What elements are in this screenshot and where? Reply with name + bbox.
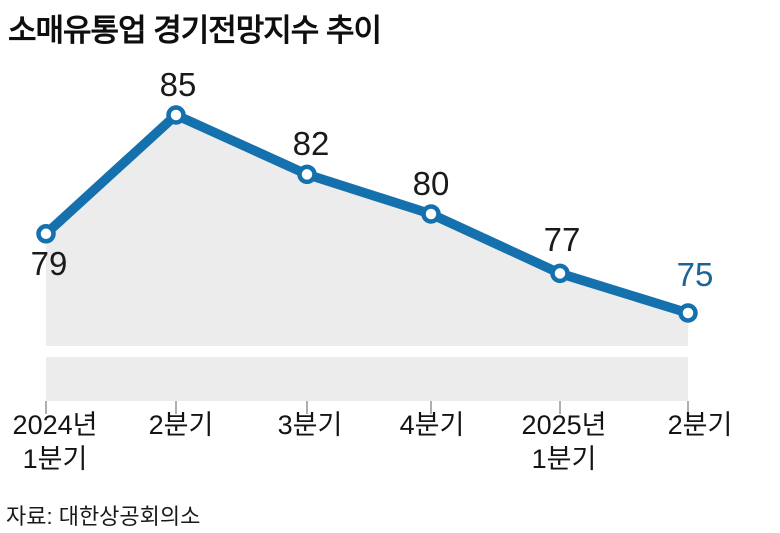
source-note: 자료: 대한상공회의소 <box>6 504 201 529</box>
trend-line <box>41 110 693 318</box>
value-label: 77 <box>543 221 581 258</box>
data-point-marker <box>421 204 441 224</box>
value-label: 75 <box>676 256 714 293</box>
data-point-marker <box>297 164 317 185</box>
value-label: 85 <box>159 66 197 103</box>
x-axis-label: 2분기 <box>148 410 214 440</box>
data-point-marker <box>36 224 56 244</box>
area-fill <box>46 115 688 346</box>
x-axis-label: 4분기 <box>399 410 465 440</box>
value-label: 79 <box>30 245 68 282</box>
value-label: 82 <box>292 125 330 162</box>
data-point-marker <box>166 105 186 125</box>
x-axis-label: 3분기 <box>277 410 343 440</box>
x-axis-label: 2025년 1분기 <box>521 410 607 474</box>
chart-title: 소매유통업 경기전망지수 추이 <box>8 13 382 48</box>
value-label: 80 <box>412 165 450 202</box>
axis-band <box>46 357 688 401</box>
x-axis-label: 2024년 1분기 <box>12 410 98 474</box>
data-point-marker <box>678 303 698 323</box>
data-point-marker <box>550 263 570 284</box>
x-axis-label: 2분기 <box>667 410 733 440</box>
